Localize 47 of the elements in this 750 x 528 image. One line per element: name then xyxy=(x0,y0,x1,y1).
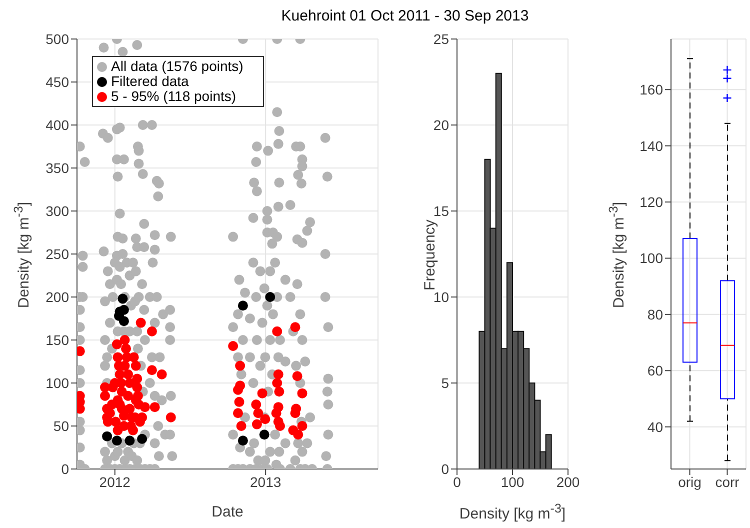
y-tick-label: 450 xyxy=(46,74,70,90)
x-tick-label: 0 xyxy=(453,474,462,490)
y-tick-label: 160 xyxy=(640,82,664,98)
y-axis-title: Frequency xyxy=(422,220,438,290)
y-tick-label: 0 xyxy=(441,460,450,477)
y-tick-label: 300 xyxy=(46,202,70,219)
point xyxy=(112,436,122,446)
point xyxy=(259,430,270,440)
x-axis-title: Date xyxy=(212,504,244,520)
y-tick-label: 400 xyxy=(46,116,70,133)
y-tick-label: 150 xyxy=(46,332,70,348)
point xyxy=(265,292,276,302)
y-tick-label: 25 xyxy=(433,30,450,47)
y-tick-label: 50 xyxy=(53,418,70,434)
y-tick-label: 140 xyxy=(640,138,664,154)
y-tick-label: 500 xyxy=(46,30,70,47)
x-axis-title: Density [kg m$^{-3}$] xyxy=(459,502,566,522)
y-tick-label: 60 xyxy=(647,362,664,379)
y-tick-label: 40 xyxy=(647,418,664,435)
x-tick-label: 2013 xyxy=(250,474,282,490)
legend-label: All data (1576 points) xyxy=(111,58,244,74)
y-tick-label: 100 xyxy=(640,250,664,266)
y-tick-label: 10 xyxy=(433,288,450,305)
point xyxy=(137,434,148,444)
y-tick-label: 100 xyxy=(46,374,70,391)
point xyxy=(238,436,248,446)
x-tick-label: 200 xyxy=(556,474,580,490)
legend-label: 5 - 95% (118 points) xyxy=(111,88,236,104)
x-tick-label: orig xyxy=(678,474,702,490)
y-tick-label: 200 xyxy=(46,288,70,305)
y-tick-label: 80 xyxy=(647,306,664,322)
y-tick-label: 15 xyxy=(433,202,450,219)
point xyxy=(102,431,112,442)
point xyxy=(118,316,129,326)
x-tick-label: 100 xyxy=(500,474,524,490)
y-tick-label: 120 xyxy=(640,194,664,210)
point xyxy=(124,436,135,446)
legend-label: Filtered data xyxy=(111,73,189,89)
x-tick-label: corr xyxy=(715,474,740,490)
point xyxy=(238,300,248,311)
x-tick-label: 2012 xyxy=(99,474,131,490)
y-tick-label: 20 xyxy=(433,116,450,133)
y-tick-label: 350 xyxy=(46,160,70,176)
y-tick-label: 250 xyxy=(46,246,70,262)
y-tick-label: 5 xyxy=(441,374,450,391)
chart-title: Kuehroint 01 Oct 2011 - 30 Sep 2013 xyxy=(281,8,529,24)
y-tick-label: 0 xyxy=(61,460,70,477)
